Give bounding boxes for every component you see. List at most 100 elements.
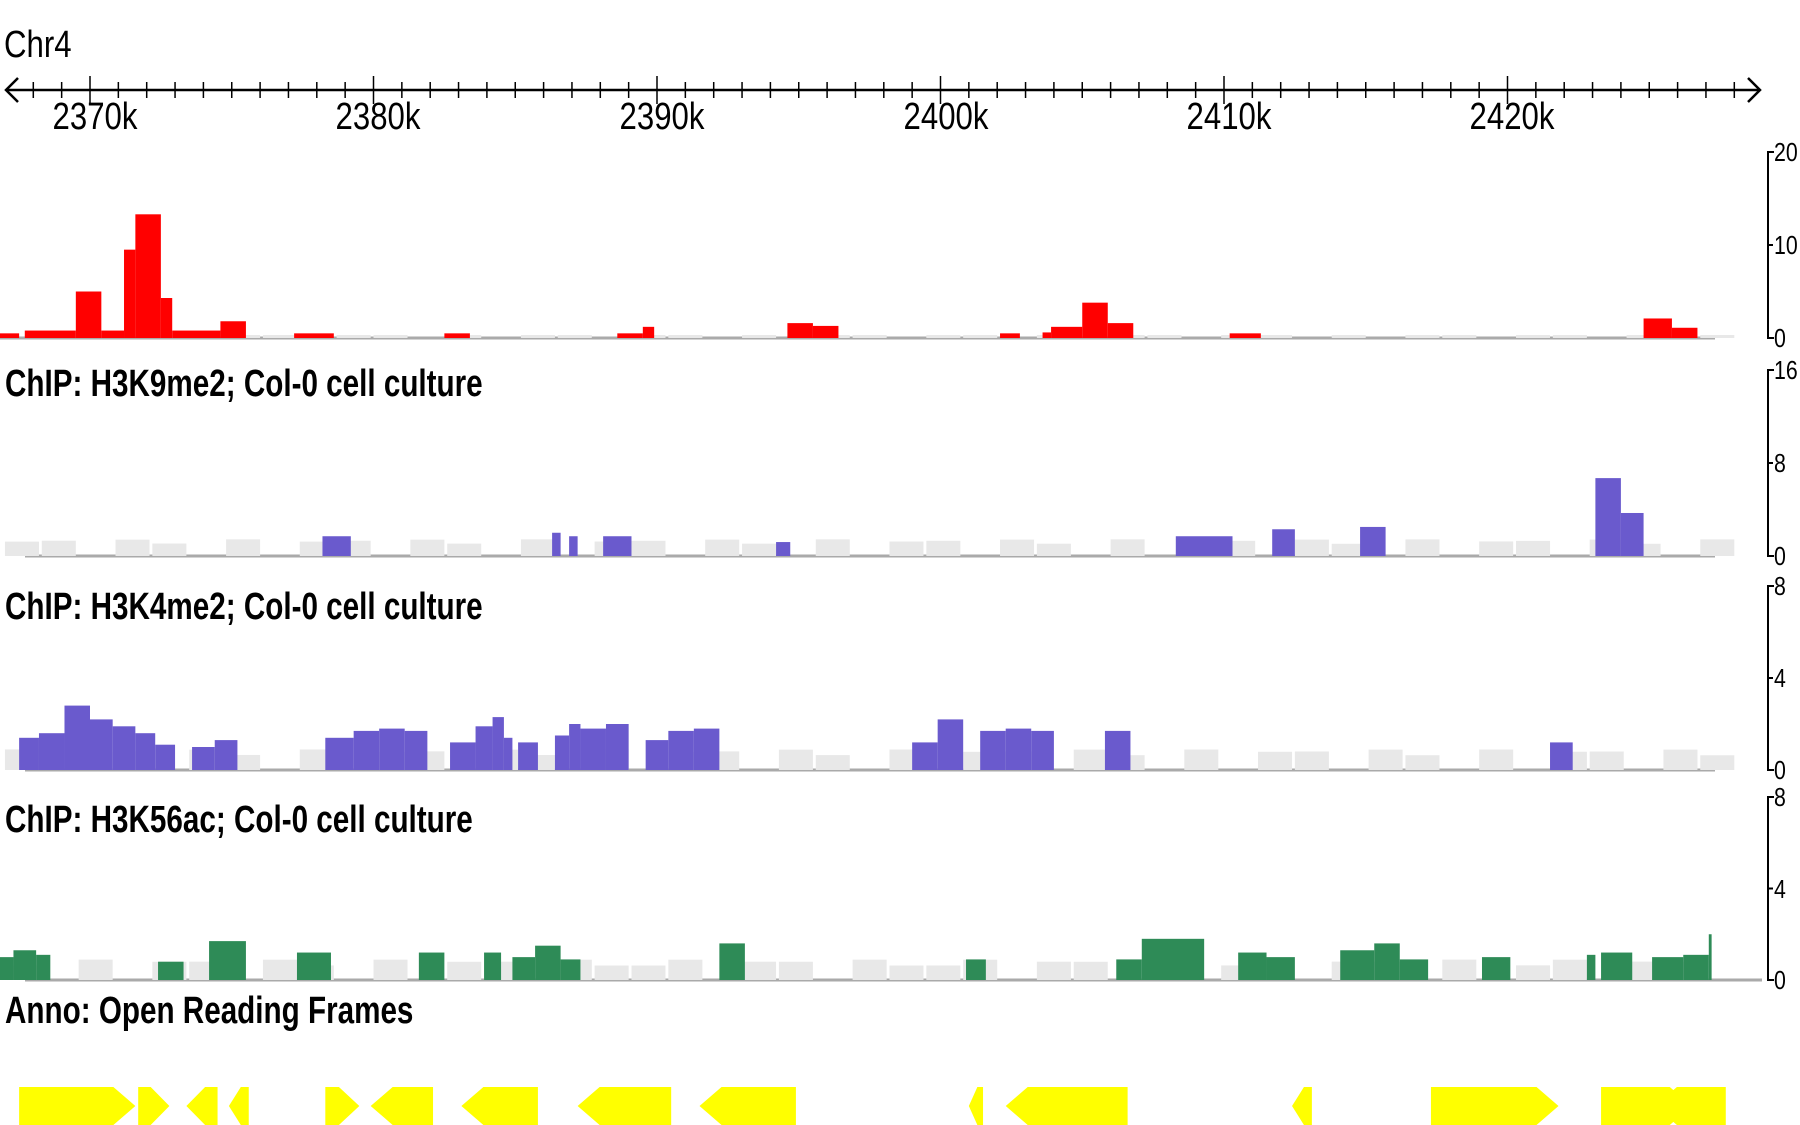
signal-bar xyxy=(787,323,813,338)
signal-bar xyxy=(444,333,470,338)
axis-tick-label: 0 xyxy=(1774,541,1786,571)
signal-bar xyxy=(353,730,380,770)
orf-arrow[interactable] xyxy=(1005,1087,1128,1125)
signal-bar xyxy=(1042,332,1052,338)
signal-bar xyxy=(560,959,581,980)
signal-bar xyxy=(101,330,125,338)
orf-arrow[interactable] xyxy=(461,1087,538,1125)
signal-bar xyxy=(1272,529,1295,556)
orf-arrow[interactable] xyxy=(699,1087,796,1125)
signal-bar xyxy=(1000,333,1020,338)
orf-arrow[interactable] xyxy=(138,1087,170,1125)
signal-bar xyxy=(1399,959,1429,980)
axis-tick-label: 10 xyxy=(1774,230,1798,260)
signal-bar xyxy=(1104,730,1131,770)
orf-arrow[interactable] xyxy=(370,1087,434,1125)
track-label-h3k9me2: ChIP: H3K9me2; Col-0 cell culture xyxy=(5,363,483,405)
signal-bar xyxy=(1082,302,1108,338)
signal-bar xyxy=(172,330,221,338)
signal-bar xyxy=(980,730,1006,770)
axis-tick-label: 0 xyxy=(1774,755,1786,785)
signal-bar xyxy=(24,330,76,338)
signal-bar xyxy=(937,719,964,770)
signal-bar xyxy=(155,744,176,770)
axis-tick-label: 8 xyxy=(1774,782,1786,812)
signal-bar xyxy=(1708,934,1712,980)
signal-bar xyxy=(1175,536,1233,556)
signal-bar xyxy=(484,952,502,980)
signal-bar xyxy=(1116,959,1142,980)
ruler-tick-label: 2390k xyxy=(619,96,705,138)
signal-bar xyxy=(0,333,20,338)
signal-bar xyxy=(112,726,136,770)
signal-bar xyxy=(512,957,536,980)
signal-bar xyxy=(503,737,513,770)
ruler-tick-label: 2400k xyxy=(903,96,989,138)
signal-bar xyxy=(325,737,354,770)
signal-bar xyxy=(580,728,606,770)
signal-bar xyxy=(296,952,331,980)
signal-bar xyxy=(36,954,51,980)
signal-bar xyxy=(552,532,561,556)
signal-bar xyxy=(1266,957,1295,980)
signal-bar xyxy=(404,730,428,770)
signal-bar xyxy=(450,742,476,770)
signal-bar xyxy=(668,730,694,770)
orf-arrow[interactable] xyxy=(1292,1087,1312,1125)
signal-bar xyxy=(209,941,246,980)
signal-bar xyxy=(617,333,643,338)
track-label-orf: Anno: Open Reading Frames xyxy=(5,990,414,1032)
signal-bar xyxy=(75,291,102,338)
signal-bar xyxy=(1238,952,1267,980)
track-label-h3k4me2: ChIP: H3K4me2; Col-0 cell culture xyxy=(5,586,483,628)
orf-arrow[interactable] xyxy=(325,1087,360,1125)
ruler-tick-label: 2370k xyxy=(52,96,138,138)
signal-bar xyxy=(1683,954,1709,980)
axis-tick-label: 16 xyxy=(1774,355,1798,385)
signal-bar xyxy=(492,717,504,770)
signal-bar xyxy=(38,733,65,770)
signal-bar xyxy=(1360,526,1386,556)
signal-bar xyxy=(220,321,246,338)
signal-bar xyxy=(569,724,581,770)
orf-arrow[interactable] xyxy=(228,1087,249,1125)
axis-tick-label: 4 xyxy=(1774,663,1786,693)
chromosome-label: Chr4 xyxy=(4,24,72,66)
orf-arrow[interactable] xyxy=(186,1087,218,1125)
signal-bar xyxy=(645,740,669,770)
signal-bar xyxy=(1481,957,1511,980)
ruler-tick-label: 2420k xyxy=(1469,96,1555,138)
signal-bar xyxy=(912,742,938,770)
signal-bar xyxy=(64,705,90,770)
signal-bar xyxy=(322,536,351,556)
orf-arrow[interactable] xyxy=(577,1087,672,1125)
signal-bar xyxy=(192,747,215,770)
genomic-ruler[interactable] xyxy=(0,0,1800,150)
orf-arrow[interactable] xyxy=(1654,1087,1726,1125)
signal-bar xyxy=(160,298,173,338)
orf-arrow[interactable] xyxy=(19,1087,136,1125)
ruler-tick-label: 2380k xyxy=(335,96,421,138)
signal-bar xyxy=(1643,318,1672,338)
signal-bar xyxy=(214,740,238,770)
orf-arrow[interactable] xyxy=(968,1087,984,1125)
signal-bar xyxy=(418,952,445,980)
signal-bar xyxy=(379,728,405,770)
signal-bar xyxy=(1229,333,1261,338)
signal-bar xyxy=(719,943,745,980)
signal-bar xyxy=(294,333,334,338)
signal-bar xyxy=(124,249,136,338)
signal-bar xyxy=(90,719,113,770)
ruler-tick-label: 2410k xyxy=(1186,96,1272,138)
signal-bar xyxy=(966,959,986,980)
orf-arrow[interactable] xyxy=(1430,1087,1559,1125)
axis-tick-label: 0 xyxy=(1774,965,1786,995)
signal-bar xyxy=(1671,327,1698,338)
signal-bar xyxy=(1595,478,1621,556)
signal-bar xyxy=(1031,730,1054,770)
signal-bar xyxy=(158,961,184,980)
axis-tick-label: 8 xyxy=(1774,571,1786,601)
signal-bar xyxy=(1374,943,1400,980)
signal-bar xyxy=(518,742,538,770)
